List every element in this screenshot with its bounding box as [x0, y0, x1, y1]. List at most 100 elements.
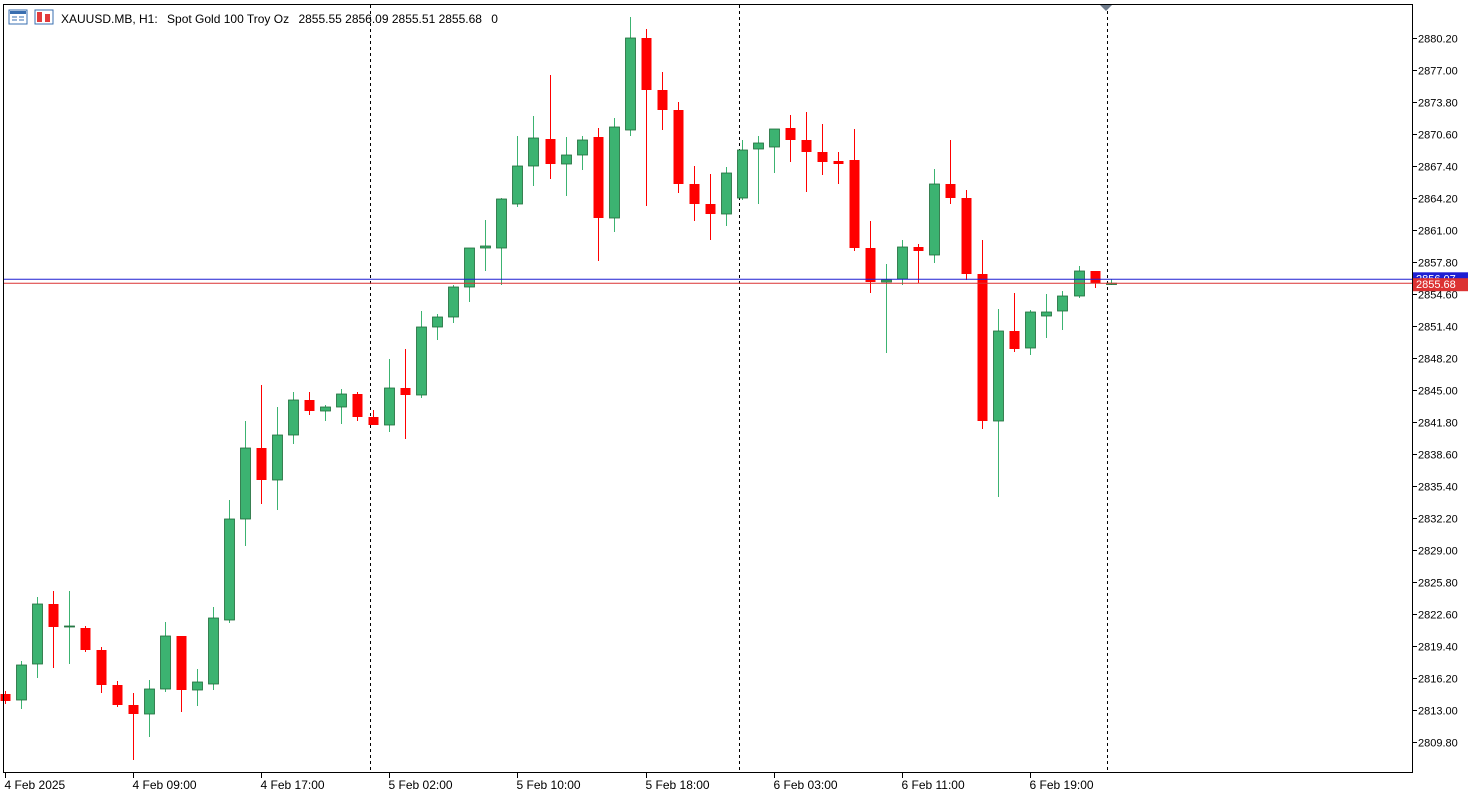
candle-body — [96, 650, 107, 685]
bear-candle — [705, 174, 716, 240]
plot-frame — [3, 4, 1413, 773]
bear-candle — [0, 691, 11, 704]
price-tick-label: 2845.00 — [1418, 386, 1458, 398]
candle-body — [929, 183, 940, 256]
candle-body — [849, 160, 860, 248]
chart-shift-marker[interactable] — [1100, 5, 1112, 11]
time-tick-label: 6 Feb 11:00 — [902, 778, 965, 792]
candle-body — [496, 198, 507, 249]
candle-body — [288, 399, 299, 436]
candle-body — [112, 685, 123, 705]
bear-candle — [641, 29, 652, 206]
candle-body — [128, 705, 139, 714]
bear-candle — [112, 681, 123, 707]
candle-body — [144, 688, 155, 715]
candle-body — [785, 128, 796, 140]
bull-candle — [416, 311, 427, 398]
bear-candle — [849, 129, 860, 251]
svg-text:XAUUSD.MB, H1: Spot Go: XAUUSD.MB, H1: Spot Gold 100 Troy Oz 285… — [61, 12, 498, 26]
price-tick-label: 2822.60 — [1418, 610, 1458, 622]
header: XAUUSD.MB, H1: Spot Gold 100 Troy Oz 285… — [8, 9, 498, 26]
candle-body — [224, 518, 235, 621]
bear-candle — [352, 392, 363, 421]
bid-price-tag — [1413, 278, 1468, 292]
candle-body — [320, 406, 331, 412]
bear-candle — [176, 636, 187, 712]
time-tick-label: 5 Feb 02:00 — [389, 778, 453, 792]
time-tick-label: 5 Feb 10:00 — [517, 778, 581, 792]
candle-body — [48, 604, 59, 627]
candle-body — [352, 394, 363, 417]
candle-body — [577, 139, 588, 156]
candle-body — [480, 245, 491, 249]
price-tick-label: 2877.00 — [1418, 66, 1458, 78]
bull-candle — [16, 661, 27, 709]
bars-icon[interactable] — [34, 9, 54, 25]
time-axis[interactable]: 4 Feb 2025 4 Feb 09:00 4 Feb 17:00 5 Feb 02… — [5, 772, 1094, 792]
bull-candle — [929, 169, 940, 263]
bull-candle — [144, 680, 155, 737]
candle-body — [432, 316, 443, 328]
price-tick-label: 2841.80 — [1418, 418, 1458, 430]
candle-body — [16, 664, 27, 701]
candle-body — [80, 628, 91, 650]
price-tick-label: 2870.60 — [1418, 130, 1458, 142]
bear-candle — [256, 385, 267, 504]
candle-body — [673, 110, 684, 184]
price-tick-label: 2861.00 — [1418, 226, 1458, 238]
candle-body — [865, 248, 876, 282]
time-tick-label: 5 Feb 18:00 — [646, 778, 710, 792]
bear-candle — [304, 392, 315, 415]
time-tick-label: 6 Feb 19:00 — [1030, 778, 1094, 792]
bull-candle — [208, 607, 219, 690]
candle-body — [625, 37, 636, 131]
time-tick-label: 4 Feb 09:00 — [133, 778, 197, 792]
candle-body — [961, 198, 972, 274]
bull-candle — [753, 136, 764, 204]
candle-body — [1090, 271, 1101, 283]
bear-candle — [80, 626, 91, 652]
bid-price-label: 2855.68 — [1416, 279, 1456, 291]
bear-candle — [673, 102, 684, 193]
candle-body — [64, 625, 75, 628]
price-tick-label: 2809.80 — [1418, 738, 1458, 750]
candle-body — [448, 286, 459, 318]
candle-body — [913, 247, 924, 251]
candle-body — [1009, 331, 1020, 349]
price-tick-label: 2838.60 — [1418, 450, 1458, 462]
price-tick-label: 2854.60 — [1418, 290, 1458, 302]
candle-body — [336, 393, 347, 408]
bull-candle — [496, 198, 507, 285]
candle-body — [737, 149, 748, 199]
bear-candle — [689, 166, 700, 221]
candle-body — [400, 388, 411, 395]
price-axis[interactable]: 2809.80 2813.00 2816.20 2819.40 2822.60 2825.… — [1412, 34, 1458, 750]
bull-candle — [1041, 294, 1052, 338]
bull-candle — [384, 359, 395, 432]
candle-body — [945, 184, 956, 198]
bear-candle — [865, 221, 876, 293]
bull-candle — [160, 622, 171, 692]
bull-candle — [320, 405, 331, 421]
price-tick-label: 2819.40 — [1418, 642, 1458, 654]
candle-body — [801, 140, 812, 152]
candle-body — [1057, 295, 1068, 312]
price-tick-label: 2829.00 — [1418, 546, 1458, 558]
candle-body — [528, 137, 539, 167]
bear-candle — [801, 112, 812, 192]
bear-candle — [977, 240, 988, 429]
bull-candle — [224, 500, 235, 623]
candle-body — [32, 603, 43, 665]
price-tick-label: 2864.20 — [1418, 194, 1458, 206]
bull-candle — [897, 240, 908, 285]
candle-body — [256, 448, 267, 480]
bull-candle — [769, 128, 780, 173]
bull-candle — [448, 285, 459, 323]
menu-icon[interactable] — [8, 9, 28, 25]
candle-body — [416, 326, 427, 396]
candle-body — [721, 172, 732, 215]
bull-candle — [737, 140, 748, 200]
bull-candle — [1057, 291, 1068, 330]
